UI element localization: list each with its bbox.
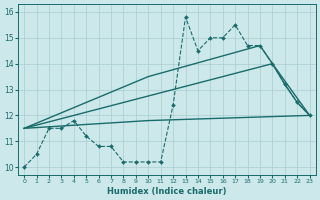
X-axis label: Humidex (Indice chaleur): Humidex (Indice chaleur) <box>107 187 227 196</box>
